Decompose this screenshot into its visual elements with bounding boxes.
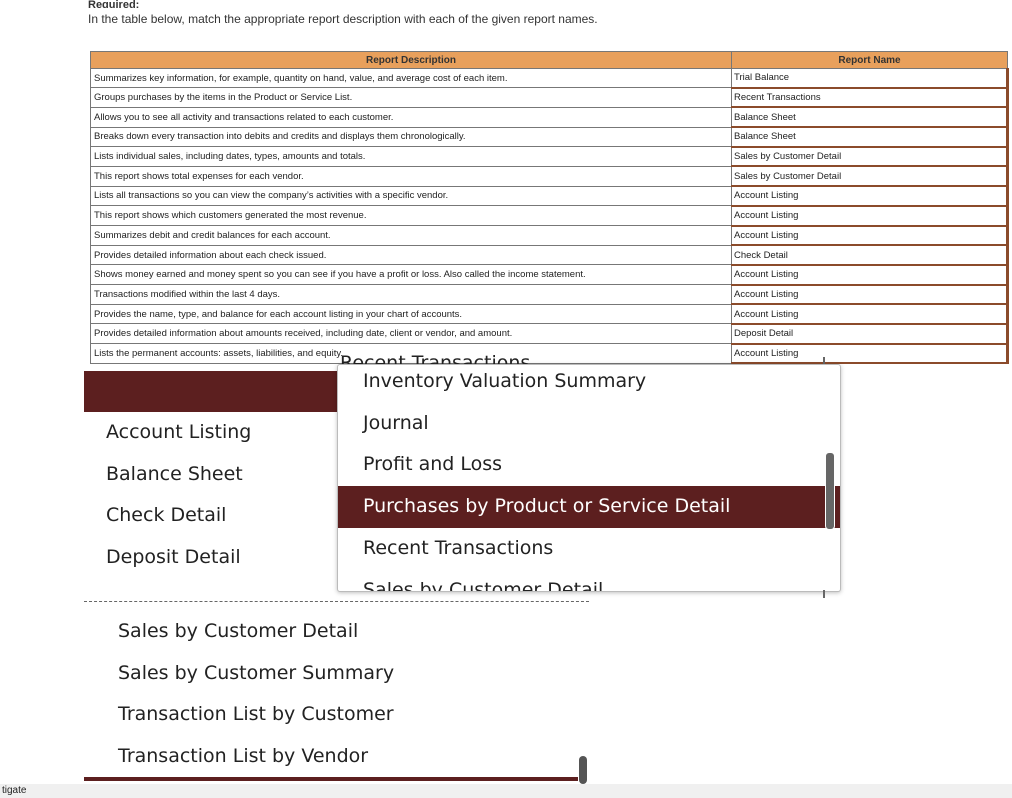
report-description-cell: Lists individual sales, including dates,…	[90, 146, 732, 167]
report-description-cell: Shows money earned and money spent so yo…	[90, 264, 732, 286]
report-description-cell: Provides detailed information about amou…	[90, 323, 732, 345]
report-name-select[interactable]: Balance Sheet	[731, 106, 1009, 129]
report-name-dropdown[interactable]: Inventory Valuation Summary Journal Prof…	[337, 364, 841, 592]
list-item[interactable]: Sales by Customer Summary	[118, 661, 395, 684]
report-name-select[interactable]: Check Detail	[731, 244, 1009, 266]
report-name-select[interactable]: Account Listing	[731, 343, 1009, 365]
table-row: Allows you to see all activity and trans…	[90, 106, 1009, 129]
list-item[interactable]: Check Detail	[106, 504, 227, 527]
report-description-cell: Summarizes debit and credit balances for…	[90, 225, 732, 246]
header-report-description: Report Description	[90, 51, 732, 69]
divider-tick	[823, 590, 825, 598]
report-description-cell: Summarizes key information, for example,…	[90, 67, 732, 89]
table-row: This report shows which customers genera…	[90, 205, 1009, 227]
table-row: Shows money earned and money spent so yo…	[90, 264, 1009, 286]
report-name-select[interactable]: Sales by Customer Detail	[731, 165, 1009, 188]
report-description-cell: Transactions modified within the last 4 …	[90, 284, 732, 305]
report-description-cell: Provides detailed information about each…	[90, 244, 732, 266]
table-row: Lists individual sales, including dates,…	[90, 146, 1009, 168]
report-options-list: Account Listing Balance Sheet Check Deta…	[106, 412, 251, 579]
report-name-select[interactable]: Trial Balance	[731, 67, 1009, 89]
instruction-text: In the table below, match the appropriat…	[88, 12, 598, 26]
report-name-select[interactable]: Account Listing	[731, 284, 1009, 306]
required-label: Required:	[88, 0, 140, 8]
list-item[interactable]: Balance Sheet	[106, 462, 243, 485]
report-name-select[interactable]: Sales by Customer Detail	[731, 146, 1009, 168]
dropdown-option[interactable]: Profit and Loss	[363, 453, 503, 476]
dropdown-option[interactable]: Recent Transactions	[363, 536, 554, 559]
report-name-select[interactable]: Account Listing	[731, 264, 1009, 286]
table-header-row: Report Description Report Name	[90, 51, 1008, 69]
report-description-cell: Lists all transactions so you can view t…	[90, 185, 732, 207]
report-name-select[interactable]: Account Listing	[731, 225, 1009, 247]
selected-band	[84, 371, 339, 412]
list-separator	[84, 601, 589, 604]
table-row: Summarizes key information, for example,…	[90, 67, 1009, 89]
table-row: Provides detailed information about amou…	[90, 323, 1009, 345]
report-matching-table: Report Description Report Name Summarize…	[90, 51, 1009, 365]
table-row: Breaks down every transaction into debit…	[90, 126, 1009, 148]
table-row: Lists all transactions so you can view t…	[90, 185, 1009, 207]
report-name-select[interactable]: Recent Transactions	[731, 87, 1009, 109]
list-scrollbar[interactable]	[579, 756, 587, 784]
list-item[interactable]: Transaction List by Customer	[118, 703, 394, 726]
header-report-name: Report Name	[731, 51, 1008, 69]
dropdown-scrollbar[interactable]	[825, 452, 835, 530]
table-row: Provides detailed information about each…	[90, 244, 1009, 266]
report-name-select[interactable]: Deposit Detail	[731, 323, 1009, 345]
divider-tick	[823, 357, 825, 365]
dropdown-peek-item: Recent Transactions	[340, 352, 531, 364]
table-row: Provides the name, type, and balance for…	[90, 303, 1009, 325]
report-description-cell: This report shows total expenses for eac…	[90, 165, 732, 187]
report-description-cell: Lists the permanent accounts: assets, li…	[90, 343, 732, 364]
list-item[interactable]: Deposit Detail	[106, 546, 241, 569]
dropdown-option[interactable]: Journal	[363, 411, 429, 434]
report-name-select[interactable]: Account Listing	[731, 185, 1009, 207]
dropdown-option-selected[interactable]: Purchases by Product or Service Detail	[338, 486, 840, 528]
report-name-select[interactable]: Account Listing	[731, 205, 1009, 227]
table-row: Groups purchases by the items in the Pro…	[90, 87, 1009, 109]
table-row: Lists the permanent accounts: assets, li…	[90, 343, 1009, 365]
report-description-cell: Provides the name, type, and balance for…	[90, 303, 732, 325]
bottom-band	[84, 777, 578, 781]
table-row: Summarizes debit and credit balances for…	[90, 225, 1009, 247]
report-description-cell: This report shows which customers genera…	[90, 205, 732, 226]
report-name-select[interactable]: Balance Sheet	[731, 126, 1009, 148]
list-item[interactable]: Sales by Customer Detail	[118, 620, 359, 642]
dropdown-option[interactable]: Inventory Valuation Summary	[363, 370, 647, 392]
report-description-cell: Groups purchases by the items in the Pro…	[90, 87, 732, 108]
report-name-select[interactable]: Account Listing	[731, 303, 1009, 325]
footer-text: tigate	[0, 784, 1012, 798]
report-description-cell: Allows you to see all activity and trans…	[90, 106, 732, 128]
report-description-cell: Breaks down every transaction into debit…	[90, 126, 732, 148]
list-item[interactable]: Transaction List by Vendor	[118, 745, 369, 768]
list-item[interactable]: Account Listing	[106, 421, 252, 443]
report-options-list-lower: Sales by Customer Detail Sales by Custom…	[118, 611, 394, 778]
dropdown-option[interactable]: Sales by Customer Detail	[363, 578, 604, 592]
table-row: Transactions modified within the last 4 …	[90, 284, 1009, 306]
table-row: This report shows total expenses for eac…	[90, 165, 1009, 188]
